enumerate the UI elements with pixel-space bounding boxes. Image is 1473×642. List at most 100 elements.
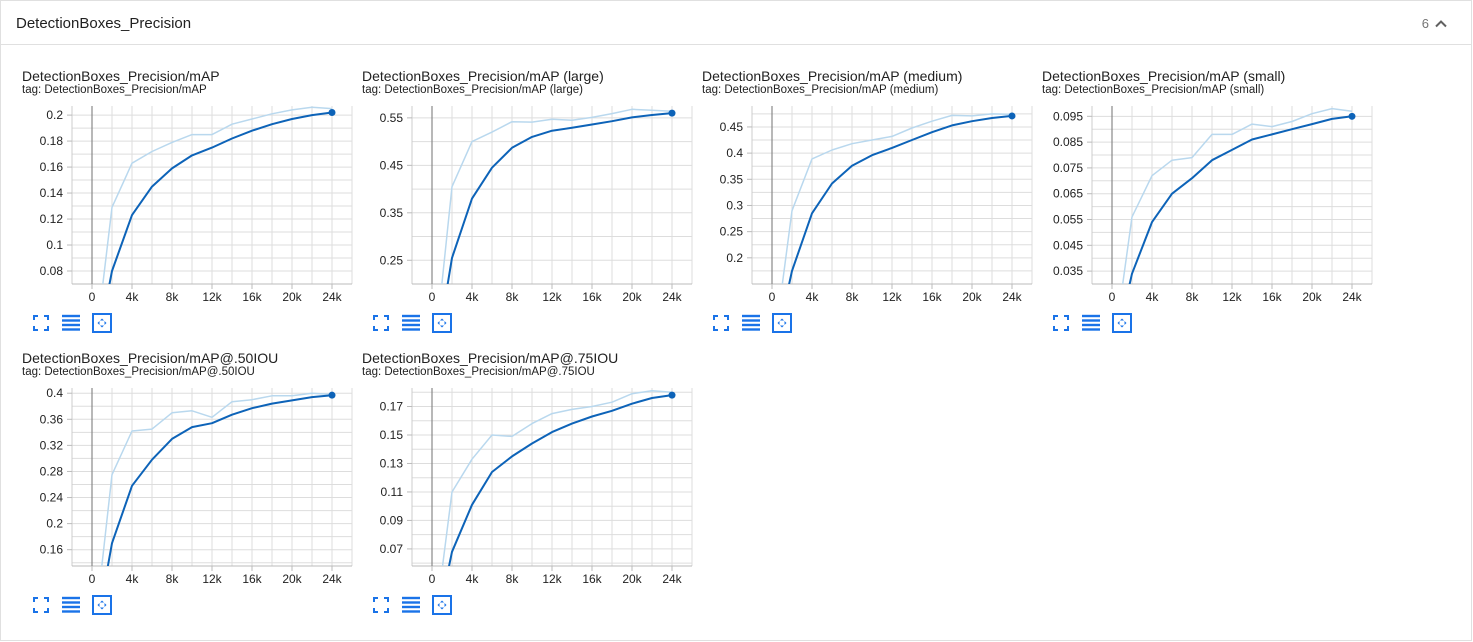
x-tick-label: 0 — [429, 290, 436, 304]
y-tick-label: 0.45 — [380, 158, 404, 172]
data-table-icon[interactable] — [60, 594, 82, 616]
data-table-icon[interactable] — [400, 594, 422, 616]
y-tick-label: 0.16 — [40, 543, 64, 557]
y-tick-label: 0.08 — [40, 264, 64, 278]
y-tick-label: 0.28 — [40, 464, 64, 478]
x-tick-label: 0 — [1109, 290, 1116, 304]
chart-title: DetectionBoxes_Precision/mAP — [22, 68, 220, 84]
x-tick-label: 16k — [242, 290, 262, 304]
x-tick-label: 4k — [466, 572, 480, 586]
series-group — [781, 113, 1013, 284]
y-tick-label: 0.3 — [726, 198, 743, 212]
series-group — [1121, 107, 1353, 284]
x-tick-label: 20k — [282, 290, 302, 304]
fullscreen-icon[interactable] — [370, 312, 392, 334]
chart-card: DetectionBoxes_Precision/mAP (medium) tag… — [702, 68, 1042, 348]
fit-domain-icon[interactable] — [431, 312, 453, 334]
x-tick-label: 12k — [882, 290, 902, 304]
y-tick-label: 0.25 — [380, 253, 404, 267]
chart-card: DetectionBoxes_Precision/mAP (small) tag:… — [1042, 68, 1382, 348]
fullscreen-icon[interactable] — [1050, 312, 1072, 334]
y-tick-label: 0.1 — [46, 238, 63, 252]
y-tick-label: 0.095 — [1053, 109, 1083, 123]
line-chart[interactable]: 0.2 0.25 0.3 0.35 0.4 0.45 0 4k 8k 12k 16k 20k 24k — [702, 98, 1042, 308]
fullscreen-icon[interactable] — [30, 594, 52, 616]
series-group — [441, 390, 673, 566]
line-chart[interactable]: 0.16 0.2 0.24 0.28 0.32 0.36 0.4 0 4k 8k 12k 16k 20k… — [22, 380, 362, 590]
fit-domain-icon[interactable] — [1111, 312, 1133, 334]
x-tick-label: 24k — [662, 290, 682, 304]
line-chart[interactable]: 0.07 0.09 0.11 0.13 0.15 0.17 0 4k 8k 12k 16k 20k 24… — [362, 380, 702, 590]
chart-card: DetectionBoxes_Precision/mAP (large) tag:… — [362, 68, 702, 348]
x-tick-label: 8k — [166, 290, 180, 304]
x-tick-label: 16k — [242, 572, 262, 586]
line-chart[interactable]: 0.25 0.35 0.45 0.55 0 4k 8k 12k 16k 20k 24k — [362, 98, 702, 308]
y-tick-label: 0.15 — [380, 428, 404, 442]
fullscreen-icon[interactable] — [710, 312, 732, 334]
x-tick-label: 12k — [202, 290, 222, 304]
x-tick-label: 24k — [1342, 290, 1362, 304]
fullscreen-icon[interactable] — [370, 594, 392, 616]
chart-title: DetectionBoxes_Precision/mAP (large) — [362, 68, 604, 84]
fullscreen-icon[interactable] — [30, 312, 52, 334]
y-tick-label: 0.45 — [720, 120, 744, 134]
chart-card: DetectionBoxes_Precision/mAP@.75IOU tag: … — [362, 350, 702, 630]
y-tick-label: 0.2 — [726, 251, 743, 265]
x-tick-label: 12k — [202, 572, 222, 586]
smoothed-series-line — [1128, 115, 1353, 284]
y-tick-label: 0.35 — [380, 206, 404, 220]
section-header[interactable]: DetectionBoxes_Precision 6 — [1, 1, 1472, 45]
smoothed-series-line — [448, 394, 673, 566]
x-tick-label: 24k — [1002, 290, 1022, 304]
chart-tag: tag: DetectionBoxes_Precision/mAP (small… — [1042, 84, 1265, 96]
x-tick-label: 20k — [622, 290, 642, 304]
fit-domain-icon[interactable] — [91, 594, 113, 616]
chart-title: DetectionBoxes_Precision/mAP@.75IOU — [362, 350, 619, 366]
y-tick-label: 0.4 — [726, 146, 743, 160]
line-chart[interactable]: 0.08 0.1 0.12 0.14 0.16 0.18 0.2 0 4k 8k 12k 16k 20k… — [22, 98, 362, 308]
fit-domain-icon[interactable] — [771, 312, 793, 334]
y-tick-label: 0.2 — [46, 517, 63, 531]
raw-series-line — [441, 108, 673, 284]
x-tick-label: 24k — [662, 572, 682, 586]
x-tick-label: 8k — [1186, 290, 1200, 304]
chart-title: DetectionBoxes_Precision/mAP (small) — [1042, 68, 1286, 84]
smoothed-series-line — [106, 394, 333, 566]
chart-tag: tag: DetectionBoxes_Precision/mAP (large… — [362, 84, 583, 96]
line-chart[interactable]: 0.035 0.045 0.055 0.065 0.075 0.085 0.095 0 4k 8k… — [1042, 98, 1382, 308]
y-tick-label: 0.075 — [1053, 161, 1083, 175]
series-group — [441, 108, 673, 284]
chevron-up-icon[interactable] — [1432, 15, 1450, 33]
x-tick-label: 12k — [542, 572, 562, 586]
y-tick-label: 0.045 — [1053, 238, 1083, 252]
fit-domain-icon[interactable] — [91, 312, 113, 334]
y-tick-label: 0.085 — [1053, 135, 1083, 149]
smoothed-series-line — [788, 114, 1013, 284]
chart-card: DetectionBoxes_Precision/mAP tag: Detecti… — [22, 68, 362, 348]
y-tick-label: 0.36 — [40, 412, 64, 426]
data-table-icon[interactable] — [60, 312, 82, 334]
x-tick-label: 0 — [769, 290, 776, 304]
raw-series-line — [1121, 107, 1353, 284]
data-table-icon[interactable] — [1080, 312, 1102, 334]
fit-domain-icon[interactable] — [431, 594, 453, 616]
x-tick-label: 4k — [126, 572, 140, 586]
y-tick-label: 0.11 — [381, 485, 404, 499]
y-tick-label: 0.055 — [1053, 213, 1083, 227]
section-title: DetectionBoxes_Precision — [16, 15, 192, 32]
y-tick-label: 0.2 — [46, 108, 63, 122]
x-tick-label: 4k — [1146, 290, 1160, 304]
y-tick-label: 0.55 — [380, 111, 404, 125]
raw-series-line — [781, 113, 1013, 284]
last-point-marker — [328, 108, 336, 116]
y-tick-label: 0.09 — [380, 513, 404, 527]
y-tick-label: 0.25 — [720, 225, 744, 239]
x-tick-label: 8k — [506, 290, 520, 304]
chart-title: DetectionBoxes_Precision/mAP (medium) — [702, 68, 963, 84]
data-table-icon[interactable] — [740, 312, 762, 334]
x-tick-label: 20k — [1302, 290, 1322, 304]
x-tick-label: 20k — [282, 572, 302, 586]
y-tick-label: 0.13 — [380, 456, 404, 470]
data-table-icon[interactable] — [400, 312, 422, 334]
